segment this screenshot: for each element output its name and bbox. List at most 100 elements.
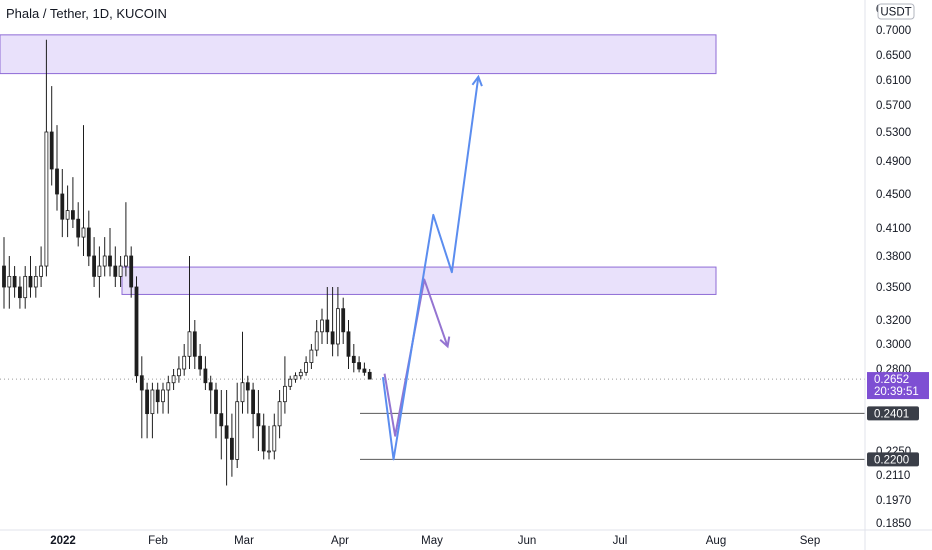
price-tick-label: 0.3000 xyxy=(876,339,911,351)
candle xyxy=(240,331,245,414)
candle xyxy=(309,344,314,369)
projection-path-1[interactable] xyxy=(381,76,480,461)
price-tick-label: 0.4100 xyxy=(876,223,911,235)
price-tick-label: 0.4500 xyxy=(876,189,911,201)
level-badge-1 xyxy=(867,452,919,467)
candle xyxy=(335,287,340,357)
candle xyxy=(102,237,107,277)
candle xyxy=(367,369,372,380)
candle xyxy=(12,266,17,298)
candle xyxy=(282,356,287,414)
candle xyxy=(118,256,123,287)
candle xyxy=(224,390,229,486)
candle xyxy=(92,237,96,287)
price-tick-label: 0.3500 xyxy=(876,282,911,294)
candle xyxy=(176,356,181,383)
candle xyxy=(325,287,330,344)
projection-path-0[interactable] xyxy=(383,278,449,437)
candle xyxy=(288,375,293,390)
candle xyxy=(49,86,54,186)
candle xyxy=(7,256,12,309)
candle xyxy=(304,356,309,376)
candle xyxy=(235,382,240,468)
time-tick-label: Apr xyxy=(331,535,349,547)
projection-arrowhead-1 xyxy=(471,74,483,87)
price-axis[interactable]: 0.75000.70000.65000.61000.57000.53000.49… xyxy=(864,0,915,550)
time-tick-label: Mar xyxy=(234,535,254,547)
candle xyxy=(76,202,81,247)
candle xyxy=(346,320,351,369)
price-tick-label: 0.1970 xyxy=(876,495,911,507)
projection-paths xyxy=(381,74,483,461)
candle xyxy=(171,369,176,390)
time-tick-label: Sep xyxy=(800,535,820,547)
candle xyxy=(97,246,102,298)
candle xyxy=(187,256,192,369)
candle xyxy=(81,125,86,256)
candle xyxy=(139,356,144,439)
candle xyxy=(277,390,282,439)
candlestick-series xyxy=(2,39,372,486)
supply-demand-zones xyxy=(0,34,717,295)
price-tick-label: 0.2110 xyxy=(876,470,910,482)
candle xyxy=(129,246,134,298)
candle xyxy=(23,266,28,309)
horizontal-levels xyxy=(0,378,865,460)
price-tick-label: 0.5700 xyxy=(876,100,911,112)
candle xyxy=(71,177,75,228)
candle xyxy=(28,256,33,298)
candle xyxy=(134,276,139,383)
candle xyxy=(155,382,160,414)
time-axis[interactable]: 2022 Feb Mar Apr May Jun Jul Aug Sep xyxy=(0,529,932,547)
last-price-badge xyxy=(867,372,929,400)
zone-rect-1[interactable] xyxy=(121,266,717,295)
price-tick-label: 0.3800 xyxy=(876,251,911,263)
candle xyxy=(272,413,277,460)
candle xyxy=(208,375,213,414)
candle xyxy=(39,246,43,287)
currency-label: USDT xyxy=(880,7,911,19)
time-tick-label: May xyxy=(421,535,443,547)
level-badge-0 xyxy=(867,406,919,421)
candle xyxy=(214,382,218,439)
candle xyxy=(124,202,128,277)
candle xyxy=(192,320,197,369)
candle xyxy=(145,382,150,439)
candle xyxy=(203,356,208,390)
candle xyxy=(341,297,346,344)
candle xyxy=(245,375,250,414)
candle xyxy=(298,369,303,380)
projection-arrowhead-0 xyxy=(439,336,451,349)
candle xyxy=(357,356,362,373)
candle xyxy=(60,168,65,238)
price-tick-label: 0.6100 xyxy=(876,75,911,87)
candle xyxy=(113,246,118,287)
candle xyxy=(320,308,324,344)
zone-rect-0[interactable] xyxy=(0,34,717,75)
time-tick-label: Aug xyxy=(706,535,726,547)
price-tick-label: 0.4900 xyxy=(876,156,911,168)
candle xyxy=(362,362,367,376)
level-badge-text: 0.2401 xyxy=(874,408,909,420)
candle xyxy=(150,382,155,439)
price-tick-label: 0.5300 xyxy=(876,127,911,139)
price-tick-label: 0.3200 xyxy=(876,315,911,327)
currency-box[interactable] xyxy=(877,3,915,20)
time-tick-label: Feb xyxy=(148,535,168,547)
candle xyxy=(17,276,22,309)
candle xyxy=(44,39,49,277)
candle xyxy=(86,210,91,267)
candle xyxy=(261,413,266,460)
price-tick-label: 0.7000 xyxy=(876,25,911,37)
candle xyxy=(166,375,171,414)
price-tick-label: 0.6500 xyxy=(876,50,911,62)
time-tick-label: Jun xyxy=(518,535,537,547)
candle xyxy=(330,287,335,357)
candle xyxy=(161,382,165,414)
candle xyxy=(267,425,271,460)
price-tick-label: 0.1850 xyxy=(876,518,911,530)
candle xyxy=(108,228,112,277)
last-price-text: 0.2652 xyxy=(874,374,909,386)
